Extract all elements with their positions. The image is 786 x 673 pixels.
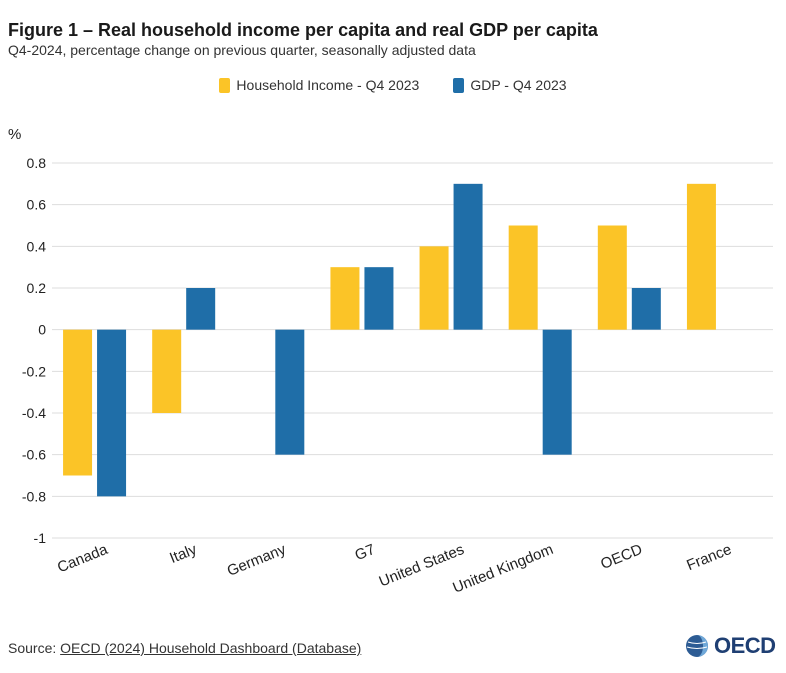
y-tick-label: 0.6	[27, 197, 47, 213]
x-tick-label: Germany	[225, 541, 289, 580]
bar-household-income	[330, 267, 360, 330]
legend-item-gdp[interactable]: GDP - Q4 2023	[453, 77, 567, 93]
x-tick-label: OECD	[598, 541, 645, 573]
x-tick-label: Canada	[55, 541, 111, 577]
legend-swatch-household-income	[219, 77, 231, 93]
bar-household-income	[508, 225, 538, 330]
legend-label-gdp: GDP - Q4 2023	[470, 77, 567, 93]
bar-gdp	[275, 329, 305, 455]
y-axis-unit-label: %	[8, 126, 22, 143]
y-tick-label: 0	[38, 322, 46, 338]
oecd-logo: OECD	[685, 633, 776, 659]
bar-gdp	[186, 288, 216, 330]
source-note: Source: OECD (2024) Household Dashboard …	[8, 640, 361, 656]
bar-gdp	[453, 183, 483, 330]
chart-subtitle: Q4-2024, percentage change on previous q…	[8, 42, 476, 58]
legend-item-household-income[interactable]: Household Income - Q4 2023	[219, 77, 419, 93]
bar-gdp	[631, 288, 661, 330]
y-tick-label: -0.6	[22, 447, 46, 463]
y-tick-label: -0.2	[22, 363, 46, 379]
x-tick-label: Italy	[167, 541, 199, 567]
chart-title: Figure 1 – Real household income per cap…	[8, 20, 598, 40]
legend-swatch-gdp	[453, 77, 465, 93]
legend-label-household-income: Household Income - Q4 2023	[236, 77, 420, 93]
oecd-globe-icon	[686, 635, 708, 657]
x-tick-label: G7	[353, 541, 378, 564]
bar-gdp	[97, 329, 127, 497]
bar-gdp	[364, 267, 394, 330]
source-link[interactable]: OECD (2024) Household Dashboard (Databas…	[60, 640, 362, 656]
bar-household-income	[63, 329, 93, 476]
y-tick-label: -0.4	[22, 405, 46, 421]
y-tick-label: 0.4	[27, 238, 47, 254]
bar-gdp	[542, 329, 572, 455]
oecd-logo-text: OECD	[714, 633, 776, 658]
y-tick-label: -0.8	[22, 488, 46, 504]
bar-household-income	[686, 183, 716, 330]
y-tick-label: 0.2	[27, 280, 47, 296]
x-tick-label: France	[684, 541, 734, 574]
source-prefix: Source:	[8, 640, 61, 656]
chart-legend: Household Income - Q4 2023 GDP - Q4 2023	[0, 77, 786, 93]
x-tick-label: United Kingdom	[450, 541, 555, 597]
y-tick-label: -1	[34, 530, 47, 546]
y-tick-label: 0.8	[27, 155, 47, 171]
bar-household-income	[419, 246, 449, 330]
bar-household-income	[597, 225, 627, 330]
bar-household-income	[152, 329, 182, 413]
